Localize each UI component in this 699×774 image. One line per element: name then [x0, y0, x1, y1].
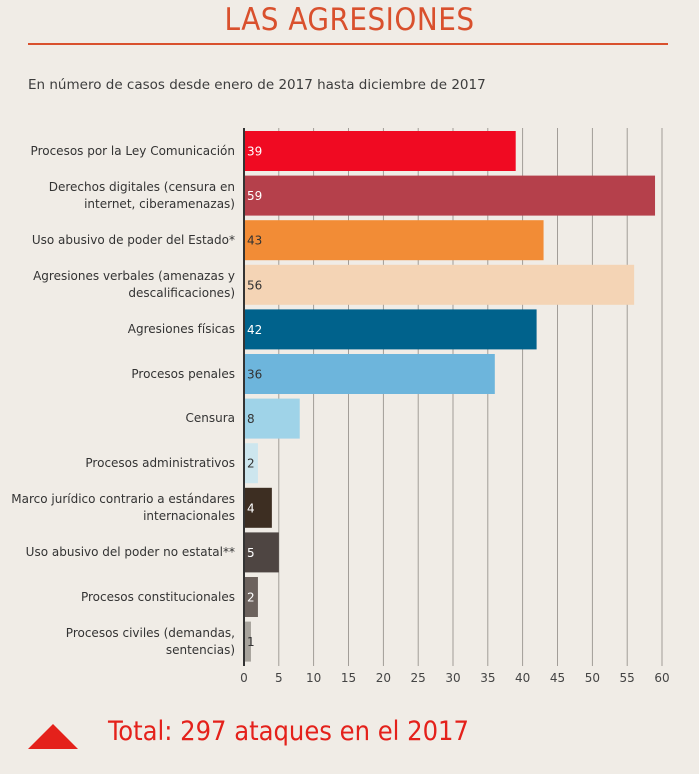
bar-value-label: 39: [247, 145, 262, 159]
bar-value-label: 2: [247, 457, 255, 471]
bar-value-label: 2: [247, 591, 255, 605]
category-label-line: Procesos constitucionales: [80, 589, 235, 604]
category-label: Censura: [5, 410, 235, 427]
bar: [244, 309, 537, 350]
triangle-up-icon: [28, 724, 78, 749]
x-tick-label: 55: [620, 671, 635, 685]
x-tick-label: 45: [550, 671, 565, 685]
category-label-line: Censura: [185, 411, 235, 426]
bar-value-label: 59: [247, 189, 262, 203]
category-label: Procesos civiles (demandas, sentencias): [5, 625, 235, 659]
category-label-line: Procesos penales: [131, 366, 235, 381]
x-tick-label: 20: [376, 671, 391, 685]
category-label: Uso abusivo del poder no estatal**: [5, 544, 235, 561]
total-attacks-text: Total: 297 ataques en el 2017: [108, 716, 469, 747]
category-label: Procesos administrativos: [5, 455, 235, 472]
category-label: Agresiones físicas: [5, 321, 235, 338]
category-label-line: Procesos por la Ley Comunicación: [30, 143, 235, 158]
category-label: Derechos digitales (censura en internet, …: [5, 179, 235, 213]
bar: [244, 487, 272, 528]
bar-value-label: 5: [247, 546, 255, 560]
category-label: Procesos penales: [5, 366, 235, 383]
x-tick-label: 60: [654, 671, 669, 685]
x-tick-label: 5: [275, 671, 283, 685]
bar-value-label: 42: [247, 323, 262, 337]
bar: [244, 443, 258, 484]
category-label-line: Marco jurídico contrario a estándares: [11, 491, 235, 506]
bar: [244, 621, 251, 662]
bar: [244, 577, 258, 617]
x-tick-label: 35: [480, 671, 495, 685]
category-label: Marco jurídico contrario a estándares int…: [5, 491, 235, 525]
x-tick-label: 15: [341, 671, 356, 685]
category-label: Procesos constitucionales: [5, 589, 235, 606]
category-label-line: Uso abusivo del poder no estatal**: [25, 544, 235, 559]
page-title: LAS AGRESIONES: [224, 2, 475, 38]
category-label-line: Procesos administrativos: [85, 455, 235, 470]
bar-value-label: 36: [247, 368, 262, 382]
category-label: Agresiones verbales (amenazas y descalifi…: [5, 268, 235, 302]
x-tick-label: 25: [411, 671, 426, 685]
bar: [244, 220, 544, 261]
x-tick-label: 0: [240, 671, 248, 685]
x-tick-label: 40: [515, 671, 530, 685]
bar: [244, 131, 516, 171]
category-label: Procesos por la Ley Comunicación: [5, 143, 235, 160]
bar: [244, 398, 300, 439]
bar-value-label: 1: [247, 635, 255, 649]
x-tick-label: 30: [445, 671, 460, 685]
bar: [244, 532, 279, 573]
x-tick-label: 50: [585, 671, 600, 685]
bar-value-label: 43: [247, 234, 262, 248]
category-label: Uso abusivo de poder del Estado*: [5, 232, 235, 249]
category-label-line: internet, ciberamenazas): [84, 196, 235, 211]
category-label-line: sentencias): [165, 642, 235, 657]
bar: [244, 264, 635, 305]
chart-subtitle: En número de casos desde enero de 2017 h…: [28, 77, 486, 93]
category-label-line: Procesos civiles (demandas,: [65, 625, 235, 640]
category-label-line: Agresiones verbales (amenazas y: [33, 268, 235, 283]
bar-value-label: 4: [247, 501, 255, 515]
bar: [244, 354, 495, 394]
x-tick-label: 10: [306, 671, 321, 685]
category-label-line: descalificaciones): [128, 285, 235, 300]
bar: [244, 175, 656, 216]
title-divider: [28, 43, 668, 45]
category-label-line: Agresiones físicas: [127, 321, 235, 336]
category-label-line: Derechos digitales (censura en: [48, 179, 235, 194]
bar-value-label: 8: [247, 412, 255, 426]
category-label-line: Uso abusivo de poder del Estado*: [31, 232, 235, 247]
category-label-line: internacionales: [143, 508, 235, 523]
bar-value-label: 56: [247, 278, 262, 292]
